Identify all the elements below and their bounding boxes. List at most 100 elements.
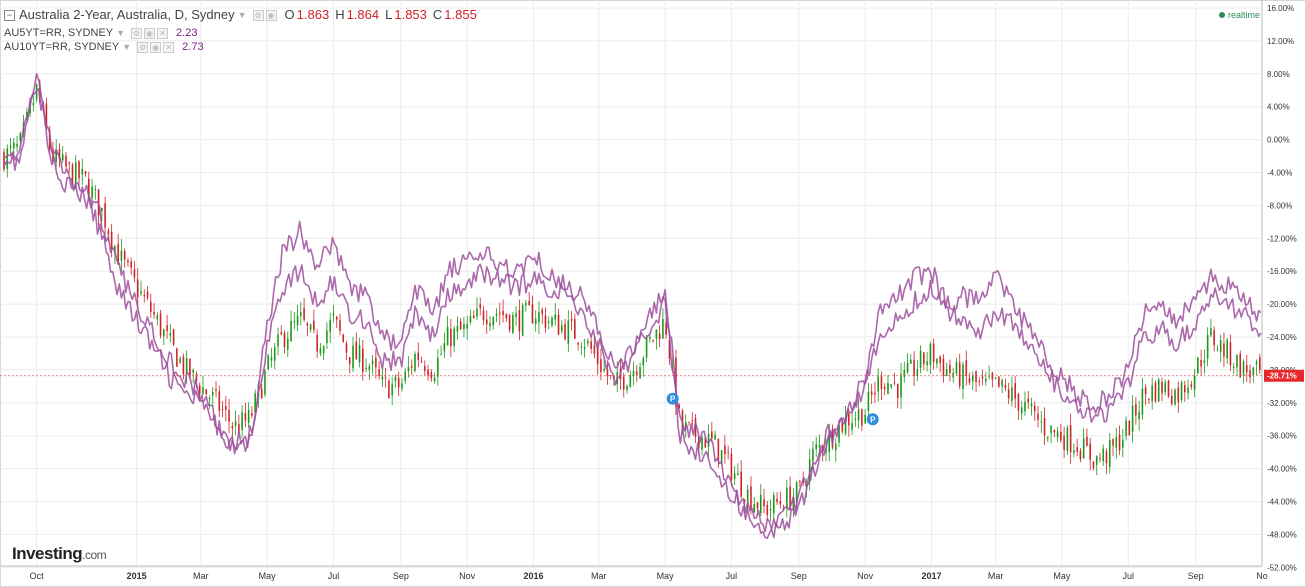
chevron-down-icon[interactable]: ▼ <box>116 28 126 38</box>
candle-body <box>335 316 338 320</box>
candle-body <box>652 339 654 341</box>
candle-body <box>815 444 818 449</box>
candle-body <box>1063 435 1065 450</box>
candle-body <box>534 319 537 324</box>
candle-body <box>1017 393 1020 411</box>
candle-body <box>1219 340 1222 353</box>
candle-body <box>515 313 517 317</box>
settings-icon[interactable]: ⚙ <box>252 9 264 21</box>
candle-body <box>609 375 612 377</box>
candle-body <box>655 329 658 339</box>
candle-body <box>662 318 664 339</box>
candle-body <box>870 391 873 395</box>
close-icon[interactable]: ✕ <box>163 41 175 53</box>
candle-body <box>430 372 433 379</box>
candle-body <box>861 409 863 426</box>
candle-body <box>932 343 935 362</box>
candle-body <box>639 367 641 379</box>
candle-body <box>159 313 162 336</box>
candle-body <box>949 364 951 374</box>
candle-body <box>384 377 387 379</box>
candle-body <box>202 387 204 395</box>
y-tick-label: -40.00% <box>1267 465 1297 474</box>
candle-body <box>1092 461 1095 469</box>
candle-body <box>277 334 279 347</box>
candle-body <box>479 304 482 309</box>
chevron-down-icon[interactable]: ▼ <box>237 10 247 20</box>
candle-body <box>492 317 495 326</box>
candle-body <box>117 244 119 265</box>
candle-body <box>1007 389 1010 399</box>
visibility-icon[interactable]: ◉ <box>144 27 156 39</box>
candle-body <box>711 431 713 439</box>
y-tick-label: -24.00% <box>1267 333 1297 342</box>
candle-body <box>26 111 28 119</box>
candle-body <box>326 330 328 344</box>
candle-body <box>560 325 563 332</box>
candle-body <box>1203 360 1206 363</box>
candle-body <box>166 325 168 331</box>
candle-body <box>189 358 191 378</box>
candle-body <box>368 366 371 370</box>
candle-body <box>629 375 632 388</box>
candle-body <box>792 497 795 510</box>
candle-body <box>417 352 420 360</box>
candle-body <box>358 345 361 363</box>
candle-body <box>440 353 442 355</box>
comparison-symbol[interactable]: AU5YT=RR, SYDNEY <box>4 27 114 39</box>
settings-icon[interactable]: ⚙ <box>137 41 149 53</box>
candle-body <box>1033 405 1036 412</box>
candle-body <box>874 392 876 395</box>
chevron-down-icon[interactable]: ▼ <box>122 42 132 52</box>
y-tick-label: -48.00% <box>1267 530 1297 539</box>
candle-body <box>32 102 35 105</box>
candle-body <box>283 332 286 348</box>
close-icon[interactable]: ✕ <box>157 27 169 39</box>
candle-body <box>136 279 139 298</box>
candle-body <box>994 377 997 379</box>
candle-body <box>1148 398 1150 400</box>
candle-body <box>1223 343 1225 357</box>
candle-body <box>241 412 243 430</box>
visibility-icon[interactable]: ◉ <box>150 41 162 53</box>
comparison-symbol[interactable]: AU10YT=RR, SYDNEY <box>4 41 120 53</box>
candle-body <box>1050 425 1052 434</box>
candle-body <box>658 333 661 340</box>
candle-body <box>1112 439 1114 446</box>
candle-body <box>388 380 390 399</box>
candle-body <box>887 382 889 394</box>
candle-body <box>1027 398 1030 403</box>
candle-body <box>192 370 194 373</box>
candle-body <box>1115 437 1118 448</box>
y-tick-label: -32.00% <box>1267 399 1297 408</box>
candle-body <box>221 408 224 410</box>
candle-body <box>883 386 886 390</box>
candle-body <box>903 370 906 377</box>
settings-icon[interactable]: ⚙ <box>131 27 143 39</box>
candle-body <box>707 433 710 447</box>
candle-body <box>580 346 583 348</box>
candle-body <box>352 345 354 369</box>
candle-body <box>1180 382 1183 400</box>
candle-body <box>923 352 925 365</box>
y-tick-label: 8.00% <box>1267 70 1290 79</box>
candle-body <box>355 341 358 360</box>
candle-body <box>1122 439 1124 448</box>
candle-body <box>198 385 201 394</box>
candle-body <box>378 369 380 377</box>
logo-brand: Investing <box>12 544 83 563</box>
candle-body <box>362 348 364 373</box>
visibility-icon[interactable]: ◉ <box>265 9 277 21</box>
candle-body <box>58 149 61 160</box>
comparison-value: 2.73 <box>182 41 204 53</box>
candle-body <box>238 423 240 433</box>
candle-body <box>547 321 550 323</box>
collapse-icon[interactable]: − <box>4 9 15 21</box>
candle-body <box>466 323 468 329</box>
candle-body <box>348 357 351 364</box>
candle-body <box>149 301 152 312</box>
candle-body <box>985 378 987 382</box>
main-series-title[interactable]: Australia 2-Year, Australia, D, Sydney <box>19 7 235 22</box>
candle-body <box>714 434 716 440</box>
